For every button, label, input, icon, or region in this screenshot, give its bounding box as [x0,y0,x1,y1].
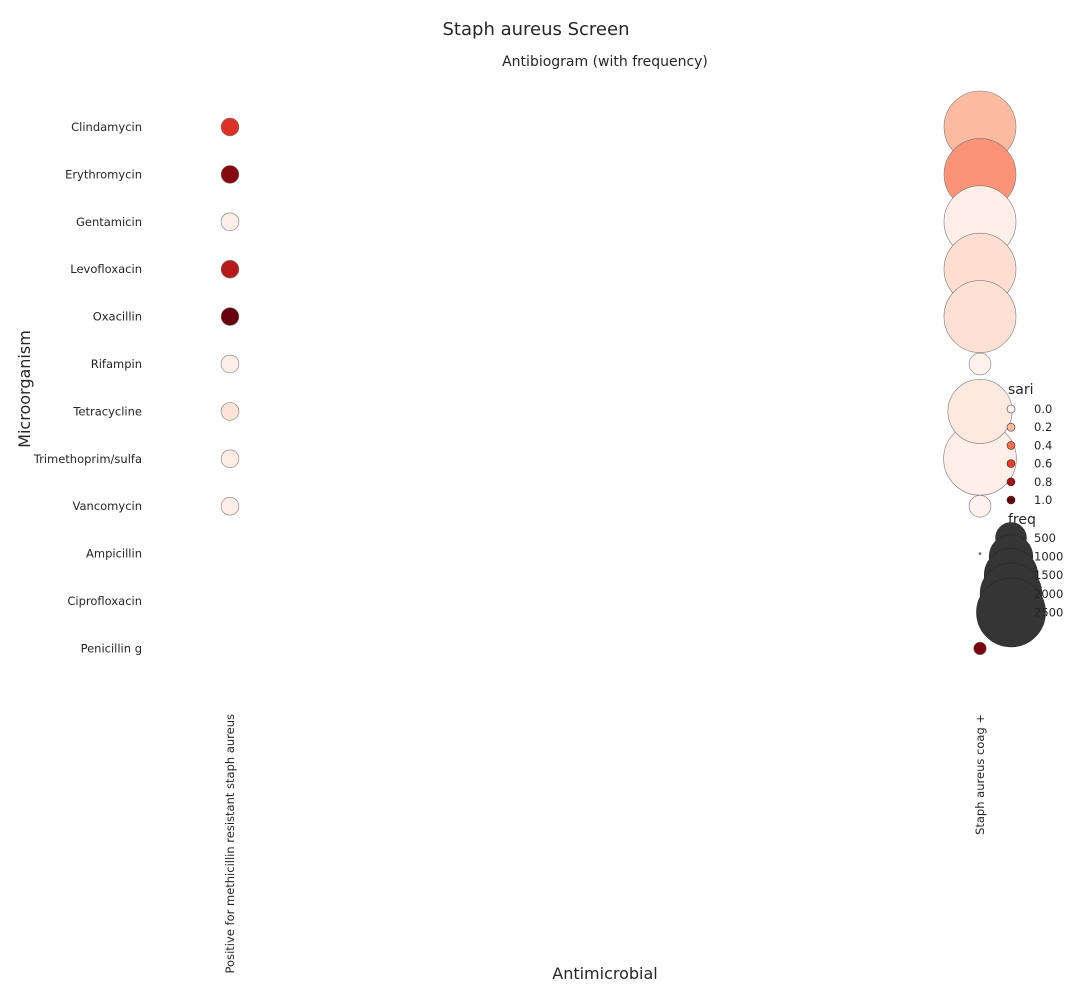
y-tick-label: Oxacillin [93,310,142,324]
figure-title: Staph aureus Screen [443,19,630,40]
y-tick-label: Vancomycin [73,499,142,513]
y-tick-label: Ampicillin [86,547,142,561]
x-axis-tick-labels: Positive for methicillin resistant staph… [223,714,987,973]
legend-color-label: 0.4 [1034,438,1052,452]
data-point [220,402,240,421]
y-tick-label: Clindamycin [71,120,142,134]
x-tick-label: Positive for methicillin resistant staph… [223,714,237,973]
legend-color-marker [1006,422,1016,432]
y-tick-label: Levofloxacin [70,262,142,276]
legend-color-items: 0.0 0.2 0.4 0.6 0.8 1.0 [1006,402,1052,507]
data-point [973,641,987,655]
data-point [947,378,1013,444]
legend-size-label: 1000 [1034,550,1063,564]
data-point [220,354,240,374]
legend-color-marker [1006,477,1016,487]
legend-color-label: 0.2 [1034,420,1052,434]
legend-size-marker [976,577,1046,648]
y-tick-label: Tetracycline [72,404,142,418]
data-point [220,117,240,137]
legend-color-label: 0.0 [1034,402,1052,416]
data-point [978,552,982,556]
y-tick-label: Erythromycin [65,167,142,181]
data-point [220,307,240,326]
legend-size-label: 500 [1034,531,1056,545]
chart-title: Antibiogram (with frequency) [502,54,708,70]
legend-size-items: 500 1000 1500 2000 2500 [976,522,1063,648]
y-tick-label: Trimethoprim/sulfa [33,452,142,466]
y-axis-tick-labels: Clindamycin Erythromycin Gentamicin Levoflo… [33,120,142,655]
legend-color-label: 0.8 [1034,475,1052,489]
legend-color-marker [1006,459,1016,468]
legend-color-label: 1.0 [1034,493,1052,507]
y-tick-label: Gentamicin [76,215,142,229]
legend-color-label: 0.6 [1034,457,1052,471]
legend-size-label: 2500 [1034,605,1063,619]
data-point [220,496,240,516]
legend-color-marker [1006,495,1016,505]
data-points [220,90,1017,655]
x-tick-label: Staph aureus coag + [973,714,987,835]
data-point [968,494,992,518]
legend-color-title: sari [1008,382,1034,398]
y-tick-label: Rifampin [91,357,142,371]
x-axis-label: Antimicrobial [552,964,658,983]
data-point [220,165,240,184]
data-point [220,212,240,232]
legend-size-label: 2000 [1034,587,1063,601]
legend-size-label: 1500 [1034,568,1063,582]
y-tick-label: Ciprofloxacin [67,594,142,608]
data-point [943,280,1017,353]
legend-color-marker [1006,441,1016,450]
y-tick-label: Penicillin g [81,641,142,655]
legend-color-marker [1006,404,1016,414]
data-point [968,352,992,376]
legend: sari 0.00.20.40.60.81.0 freq 50010001500… [976,382,1063,648]
y-axis-label: Microorganism [15,330,34,448]
data-point [220,259,240,279]
data-point [220,449,240,469]
